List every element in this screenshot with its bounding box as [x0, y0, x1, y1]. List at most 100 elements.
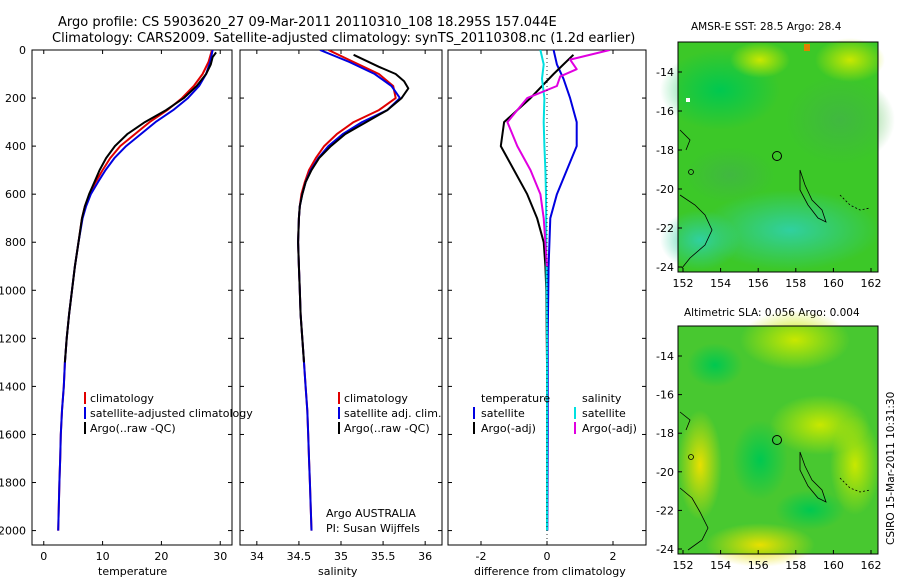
map-x-tick-label: 156 [748, 277, 769, 290]
difference-x-ticks: -2 0 2 [476, 50, 617, 563]
x-tick-label: 2 [610, 550, 617, 563]
temperature-series [57, 50, 217, 531]
salinity-panel-frame [239, 49, 443, 546]
map-y-tick-label: -20 [656, 183, 674, 196]
x-tick-label: 34 [250, 550, 264, 563]
argo-program-label: Argo AUSTRALIA [326, 507, 416, 520]
temperature-xlabel: temperature [98, 565, 167, 578]
series-line-argo-raw-qc- [63, 51, 217, 363]
sst-blob [785, 75, 895, 165]
series-line-climatology [297, 50, 397, 531]
map-y-tick-label: -20 [656, 466, 674, 479]
series-line-temperature-argo-adj- [499, 54, 575, 363]
sst-argo-location-marker [772, 151, 782, 161]
legend-label-climatology: climatology [344, 392, 408, 405]
sla-blob [830, 415, 880, 515]
sla-coastline [679, 411, 709, 551]
legend-label-sal-satellite: satellite [582, 407, 626, 420]
map-y-tick-label: -22 [656, 222, 674, 235]
sst-missing-pixel [686, 98, 690, 102]
map-y-tick-label: -24 [656, 543, 674, 556]
sla-blob [740, 310, 850, 370]
x-tick-label: 35 [334, 550, 348, 563]
map-y-tick-label: -22 [656, 504, 674, 517]
map-x-tick-label: 160 [823, 277, 844, 290]
depth-tick-label: 2000 [0, 525, 26, 538]
sst-blob [660, 210, 740, 270]
sla-blob [732, 420, 788, 500]
x-tick-label: 34.5 [287, 550, 312, 563]
map-x-tick-label: 158 [785, 277, 806, 290]
legend-label-temp-satellite: satellite [481, 407, 525, 420]
legend-label-satellite: satellite-adjusted climatology [90, 407, 253, 420]
temperature-panel-frame [31, 49, 233, 546]
depth-tick-label: 1400 [0, 380, 26, 393]
legend-header-temperature: temperature [481, 392, 550, 405]
map-x-tick-label: 160 [823, 559, 844, 572]
map-x-tick-label: 162 [861, 277, 882, 290]
legend-label-satellite: satellite adj. clim. [344, 407, 441, 420]
map-y-tick-label: -14 [656, 66, 674, 79]
series-line-temperature-satellite [546, 50, 578, 531]
x-tick-label: 0 [544, 550, 551, 563]
salinity-x-ticks: 34 34.5 35 35.5 36 [250, 50, 432, 563]
legend-label-argo: Argo(..raw -QC) [344, 422, 430, 435]
map-x-tick-label: 156 [748, 559, 769, 572]
legend-label-sal-argo: Argo(-adj) [582, 422, 637, 435]
series-line-satellite-adjusted-climatology [57, 50, 214, 531]
pi-label: PI: Susan Wijffels [326, 522, 420, 535]
difference-xlabel: difference from climatology [474, 565, 626, 578]
map-y-tick-label: -14 [656, 350, 674, 363]
footer-stamp: CSIRO 15-Mar-2011 10:31:30 [885, 392, 897, 545]
difference-series [499, 50, 610, 531]
map-x-tick-label: 158 [785, 559, 806, 572]
x-tick-label: 10 [96, 550, 110, 563]
series-line-salinity-argo-adj- [506, 50, 610, 267]
sla-map-frame [677, 325, 879, 555]
map-x-tick-label: 162 [861, 559, 882, 572]
salinity-legend: climatology satellite adj. clim. Argo(..… [326, 392, 441, 535]
map-x-tick-label: 154 [710, 559, 731, 572]
depth-tick-label: 1800 [0, 477, 26, 490]
sst-island [799, 169, 827, 223]
salinity-xlabel: salinity [318, 565, 358, 578]
map-y-tick-label: -16 [656, 105, 674, 118]
title-line-1: Argo profile: CS 5903620_27 09-Mar-2011 … [58, 15, 557, 30]
map-x-tick-label: 154 [710, 277, 731, 290]
depth-tick-label: 1000 [0, 284, 26, 297]
map-x-tick-label: 152 [673, 277, 694, 290]
sla-blob [678, 410, 722, 520]
legend-label-climatology: climatology [90, 392, 154, 405]
sst-blob [730, 42, 790, 78]
sla-map [677, 310, 880, 567]
depth-tick-label: 200 [5, 92, 26, 105]
map-y-tick-label: -24 [656, 261, 674, 274]
depth-tick-label: 600 [5, 188, 26, 201]
sla-blob [705, 523, 815, 567]
depth-tick-label: 0 [19, 44, 26, 57]
sst-map [660, 38, 895, 273]
sla-blob [687, 343, 743, 387]
sst-hot-pixel [804, 44, 810, 51]
sla-map-ticks: 152 154 156 158 160 162 -14 -16 -18 -20 -22 -24 [656, 350, 881, 572]
sst-blob [815, 38, 885, 82]
sst-map-ticks: 152 154 156 158 160 162 -14 -16 -18 -20 -22 -24 [656, 66, 881, 290]
sst-map-frame [677, 41, 879, 273]
salinity-series [297, 50, 410, 531]
depth-tick-label: 1600 [0, 428, 26, 441]
x-tick-label: 0 [40, 550, 47, 563]
legend-header-salinity: salinity [582, 392, 622, 405]
series-line-satellite-adj-clim- [297, 50, 401, 531]
sla-island-marker [688, 454, 694, 460]
series-line-climatology [57, 50, 213, 531]
x-tick-label: -2 [476, 550, 487, 563]
map-y-tick-label: -18 [656, 427, 674, 440]
series-line-argo-raw-qc- [297, 53, 410, 363]
temperature-x-ticks: 0 10 20 30 [40, 50, 227, 563]
x-tick-label: 20 [154, 550, 168, 563]
sla-argo-location-marker [772, 435, 782, 445]
title-line-2: Climatology: CARS2009. Satellite-adjuste… [52, 31, 635, 46]
sst-blob [685, 147, 775, 203]
x-tick-label: 36 [418, 550, 432, 563]
